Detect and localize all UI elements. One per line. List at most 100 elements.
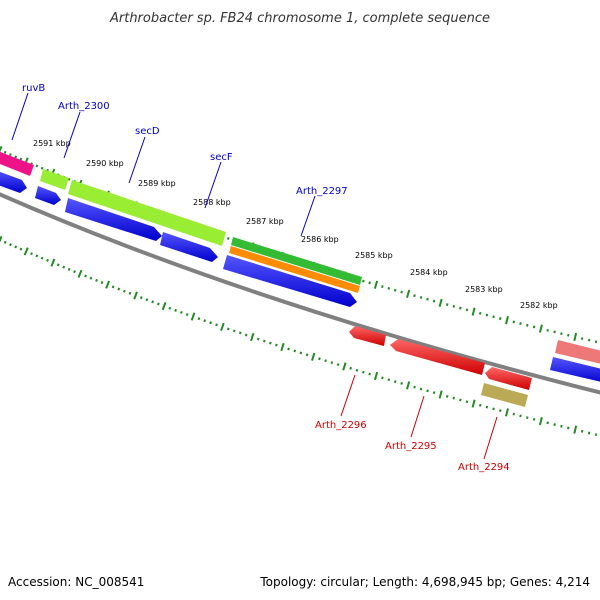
outer-tick-ring (0, 145, 598, 344)
minor-tick (393, 380, 397, 384)
kbp-label: 2587 kbp (246, 217, 284, 226)
minor-tick (445, 303, 449, 306)
minor-tick (368, 281, 371, 285)
major-tick (161, 302, 167, 311)
Arth_2294-feature (481, 383, 528, 407)
minor-tick (492, 315, 495, 319)
minor-tick (512, 412, 516, 416)
minor-tick (560, 332, 563, 336)
major-tick (23, 247, 29, 256)
minor-tick (567, 426, 570, 430)
major-tick (105, 280, 111, 289)
minor-tick (256, 337, 260, 341)
Arth_2296-label[interactable]: Arth_2296 (315, 420, 367, 431)
minor-tick (445, 394, 449, 398)
minor-tick (553, 423, 556, 426)
minor-tick (95, 278, 98, 282)
minor-tick (30, 252, 33, 256)
Arth_2294-label[interactable]: Arth_2294 (458, 462, 510, 473)
minor-tick (324, 359, 327, 363)
Arth_2295-leader-line (410, 395, 425, 438)
minor-tick (419, 296, 423, 299)
minor-tick (203, 319, 207, 323)
minor-tick (465, 308, 469, 312)
Arth_2300-label[interactable]: Arth_2300 (58, 101, 110, 112)
minor-tick (594, 340, 598, 344)
minor-tick (100, 281, 104, 285)
Arth_2295-label[interactable]: Arth_2295 (385, 441, 437, 452)
minor-tick (269, 341, 272, 345)
major-tick (505, 316, 509, 325)
minor-tick (485, 313, 489, 317)
major-tick (505, 408, 509, 417)
minor-tick (293, 349, 297, 353)
minor-tick (174, 308, 177, 312)
minor-tick (318, 357, 321, 361)
minor-tick (553, 330, 556, 334)
major-tick (220, 322, 225, 332)
kbp-labels: 2591 kbp 2590 kbp 2589 kbp 2588 kbp 2587… (33, 139, 558, 310)
major-tick (342, 362, 347, 371)
minor-tick (499, 317, 502, 320)
minor-tick (46, 258, 49, 262)
minor-tick (197, 317, 201, 321)
minor-tick (368, 372, 371, 376)
minor-tick (580, 337, 584, 340)
minor-tick (9, 153, 12, 157)
ruvB-label[interactable]: ruvB (22, 83, 45, 94)
sequence-backbone (0, 192, 600, 395)
major-tick (538, 324, 543, 333)
minor-tick (349, 366, 352, 370)
minor-tick (546, 328, 549, 332)
minor-tick (299, 351, 303, 355)
minor-tick (275, 343, 278, 347)
minor-tick (89, 276, 93, 280)
major-tick (573, 332, 578, 342)
minor-tick (381, 285, 384, 288)
minor-tick (413, 385, 416, 389)
major-tick (471, 399, 476, 408)
secD-cds-arrow (65, 198, 162, 241)
minor-tick (305, 353, 309, 357)
secD-leader-line (128, 136, 146, 184)
kbp-label: 2586 kbp (301, 235, 339, 244)
inner-tick-ring (0, 235, 598, 437)
secD-feature (68, 180, 226, 246)
secD-label[interactable]: secD (135, 126, 160, 137)
map-title: Arthrobacter sp. FB24 chromosome 1, comp… (109, 11, 490, 26)
secF-label[interactable]: secF (210, 152, 233, 163)
reverse-features (349, 326, 532, 407)
minor-tick (3, 240, 7, 244)
minor-tick (387, 378, 391, 382)
minor-tick (3, 150, 7, 154)
Arth_2297-label[interactable]: Arth_2297 (296, 186, 348, 197)
minor-tick (40, 256, 44, 260)
minor-tick (62, 265, 66, 269)
minor-tick (151, 300, 155, 304)
minor-tick (139, 296, 143, 300)
Arth_2297-feature-green (231, 237, 362, 285)
minor-tick (546, 421, 549, 425)
minor-tick (512, 320, 516, 324)
minor-tick (519, 414, 522, 418)
minor-tick (84, 274, 87, 278)
minor-tick (526, 323, 529, 327)
forward-gene-labels: ruvB Arth_2300 secD secF Arth_2297 (11, 83, 348, 237)
Arth_2296-leader-line (340, 374, 356, 417)
minor-tick (465, 400, 469, 404)
major-tick (190, 312, 196, 321)
minor-tick (459, 398, 462, 402)
minor-tick (35, 164, 39, 168)
minor-tick (262, 339, 266, 343)
minor-tick (400, 382, 403, 385)
minor-tick (362, 279, 365, 283)
major-tick (50, 258, 56, 267)
major-tick (538, 416, 543, 426)
minor-tick (532, 325, 536, 329)
minor-tick (35, 254, 39, 258)
major-tick (406, 289, 411, 298)
kbp-label: 2584 kbp (410, 268, 448, 277)
minor-tick (180, 310, 183, 314)
Arth_2297-leader-line (300, 195, 316, 237)
